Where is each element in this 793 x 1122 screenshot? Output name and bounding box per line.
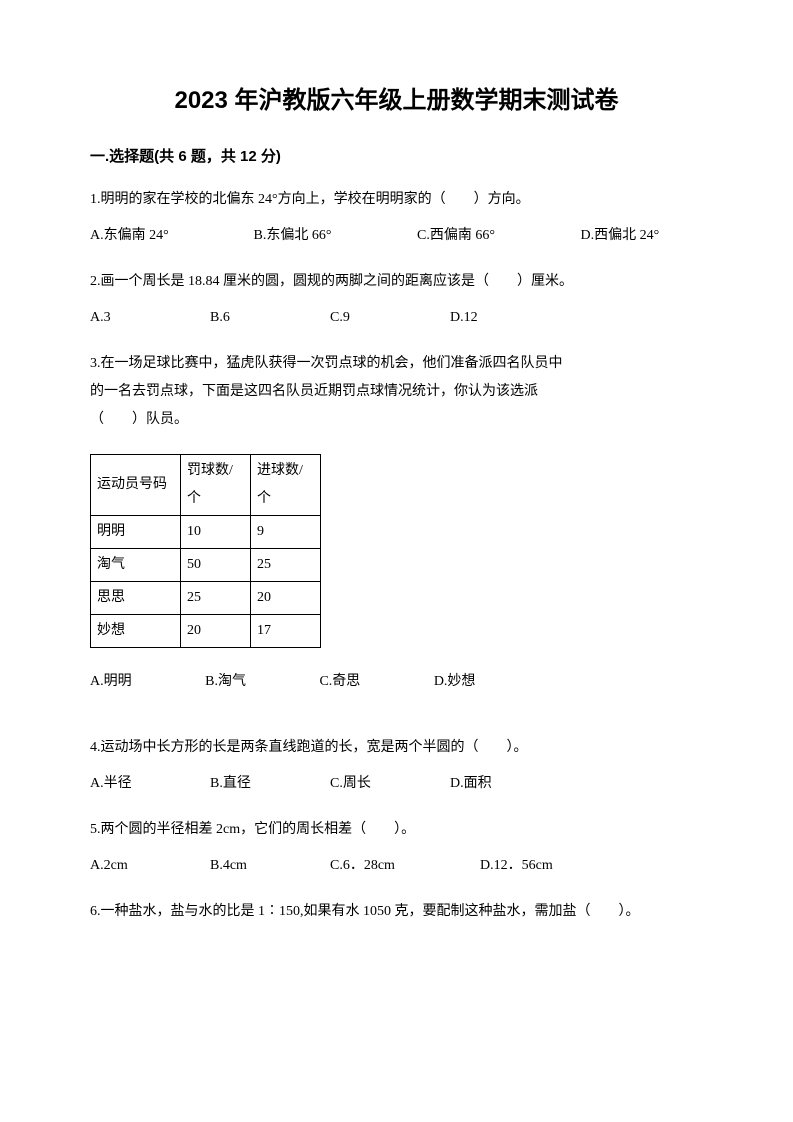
cell: 9 xyxy=(251,516,321,549)
q5-options: A.2cm B.4cm C.6．28cm D.12．56cm xyxy=(90,852,703,880)
question-1: 1.明明的家在学校的北偏东 24°方向上，学校在明明家的（ ）方向。 A.东偏南… xyxy=(90,186,703,250)
q2-opt-b: B.6 xyxy=(210,304,330,332)
q2-opt-a: A.3 xyxy=(90,304,210,332)
page-title: 2023 年沪教版六年级上册数学期末测试卷 xyxy=(90,80,703,115)
q1-options: A.东偏南 24° B.东偏北 66° C.西偏南 66° D.西偏北 24° xyxy=(90,222,703,250)
cell: 25 xyxy=(251,549,321,582)
q3-opt-c: C.奇思 xyxy=(319,668,360,696)
q5-text: 5.两个圆的半径相差 2cm，它们的周长相差（ ）。 xyxy=(90,816,703,844)
table-row: 思思 25 20 xyxy=(91,582,321,615)
q1-text: 1.明明的家在学校的北偏东 24°方向上，学校在明明家的（ ）方向。 xyxy=(90,186,703,214)
cell: 20 xyxy=(251,582,321,615)
question-4: 4.运动场中长方形的长是两条直线跑道的长，宽是两个半圆的（ ）。 A.半径 B.… xyxy=(90,734,703,798)
q2-opt-d: D.12 xyxy=(450,304,603,332)
section-header: 一.选择题(共 6 题，共 12 分) xyxy=(90,145,703,166)
q5-opt-a: A.2cm xyxy=(90,852,210,880)
table-row: 淘气 50 25 xyxy=(91,549,321,582)
cell: 20 xyxy=(181,615,251,648)
q3-opt-b: B.淘气 xyxy=(205,668,246,696)
cell: 17 xyxy=(251,615,321,648)
q4-text: 4.运动场中长方形的长是两条直线跑道的长，宽是两个半圆的（ ）。 xyxy=(90,734,703,762)
table-row: 妙想 20 17 xyxy=(91,615,321,648)
cell: 25 xyxy=(181,582,251,615)
th-goals: 进球数/个 xyxy=(251,455,321,516)
question-6: 6.一种盐水，盐与水的比是 1∶150,如果有水 1050 克，要配制这种盐水，… xyxy=(90,898,703,926)
q3-options: A.明明 B.淘气 C.奇思 D.妙想 xyxy=(90,668,703,696)
q3-opt-a: A.明明 xyxy=(90,668,132,696)
q2-options: A.3 B.6 C.9 D.12 xyxy=(90,304,703,332)
q2-opt-c: C.9 xyxy=(330,304,450,332)
q3-table: 运动员号码 罚球数/个 进球数/个 明明 10 9 淘气 50 25 思思 25… xyxy=(90,454,321,648)
q3-opt-d: D.妙想 xyxy=(434,668,476,696)
q5-opt-d: D.12．56cm xyxy=(480,852,553,880)
question-3: 3.在一场足球比赛中，猛虎队获得一次罚点球的机会，他们准备派四名队员中 的一名去… xyxy=(90,350,703,696)
question-5: 5.两个圆的半径相差 2cm，它们的周长相差（ ）。 A.2cm B.4cm C… xyxy=(90,816,703,880)
q4-opt-c: C.周长 xyxy=(330,770,450,798)
q4-opt-d: D.面积 xyxy=(450,770,492,798)
q3-line2: 的一名去罚点球，下面是这四名队员近期罚点球情况统计，你认为该选派 xyxy=(90,378,703,406)
q2-text: 2.画一个周长是 18.84 厘米的圆，圆规的两脚之间的距离应该是（ ）厘米。 xyxy=(90,268,703,296)
q3-line1: 3.在一场足球比赛中，猛虎队获得一次罚点球的机会，他们准备派四名队员中 xyxy=(90,350,703,378)
th-shots: 罚球数/个 xyxy=(181,455,251,516)
table-header-row: 运动员号码 罚球数/个 进球数/个 xyxy=(91,455,321,516)
table-row: 明明 10 9 xyxy=(91,516,321,549)
question-2: 2.画一个周长是 18.84 厘米的圆，圆规的两脚之间的距离应该是（ ）厘米。 … xyxy=(90,268,703,332)
q1-opt-a: A.东偏南 24° xyxy=(90,222,250,250)
cell: 思思 xyxy=(91,582,181,615)
q1-opt-c: C.西偏南 66° xyxy=(417,222,577,250)
cell: 明明 xyxy=(91,516,181,549)
cell: 妙想 xyxy=(91,615,181,648)
q1-opt-d: D.西偏北 24° xyxy=(581,222,660,250)
th-player: 运动员号码 xyxy=(91,455,181,516)
q4-options: A.半径 B.直径 C.周长 D.面积 xyxy=(90,770,703,798)
q4-opt-a: A.半径 xyxy=(90,770,210,798)
q3-line3: （ ）队员。 xyxy=(90,406,703,434)
q5-opt-b: B.4cm xyxy=(210,852,330,880)
cell: 10 xyxy=(181,516,251,549)
cell: 淘气 xyxy=(91,549,181,582)
q6-text: 6.一种盐水，盐与水的比是 1∶150,如果有水 1050 克，要配制这种盐水，… xyxy=(90,898,703,926)
cell: 50 xyxy=(181,549,251,582)
q5-opt-c: C.6．28cm xyxy=(330,852,480,880)
q1-opt-b: B.东偏北 66° xyxy=(254,222,414,250)
q4-opt-b: B.直径 xyxy=(210,770,330,798)
